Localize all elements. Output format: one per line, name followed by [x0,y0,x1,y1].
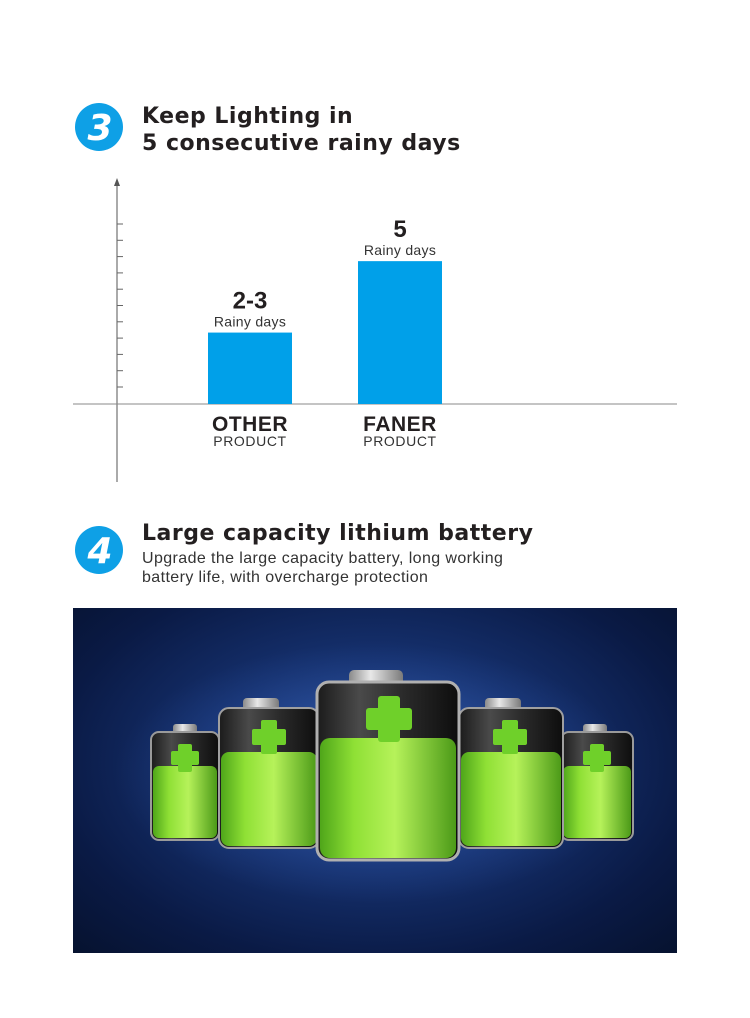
section-4-subtext-line2: battery life, with overcharge protection [142,569,429,586]
battery-plus-icon [171,744,199,772]
bar-value-label: 2-3 [233,288,268,315]
battery-far-left [150,724,220,841]
section-3-heading-line2: 5 consecutive rainy days [142,131,461,156]
battery-plus-icon [583,744,611,772]
bar-unit-label: Rainy days [214,314,286,330]
battery-plus-icon [493,720,527,754]
number-4-badge-digit: 4 [86,531,112,572]
number-4-badge: 4 [74,525,124,575]
number-3-badge-digit: 3 [87,108,112,149]
battery-center [315,670,461,862]
section-4-heading: Large capacity lithium battery [142,521,534,546]
section-3-heading-line1: Keep Lighting in [142,104,354,129]
bar-faner [358,261,442,404]
battery-left [218,698,320,849]
battery-plus-icon [252,720,286,754]
battery-plus-icon [366,696,412,742]
bar-other [208,332,292,404]
bar-unit-label: Rainy days [364,242,436,258]
category-label: OTHER [212,413,288,436]
number-3-badge: 3 [74,102,124,152]
battery-right [458,698,564,849]
category-sublabel: PRODUCT [363,433,436,449]
category-sublabel: PRODUCT [213,433,286,449]
bar-value-label: 5 [393,216,406,243]
battery-far-right [560,724,634,841]
category-label: FANER [363,413,437,436]
battery-illustration [73,608,677,953]
y-axis-arrow [114,178,120,186]
rainy-days-chart: 2-3 Rainy days OTHER PRODUCT 5 Rainy days FANE… [0,160,750,495]
section-4-subtext-line1: Upgrade the large capacity battery, long… [142,550,504,567]
